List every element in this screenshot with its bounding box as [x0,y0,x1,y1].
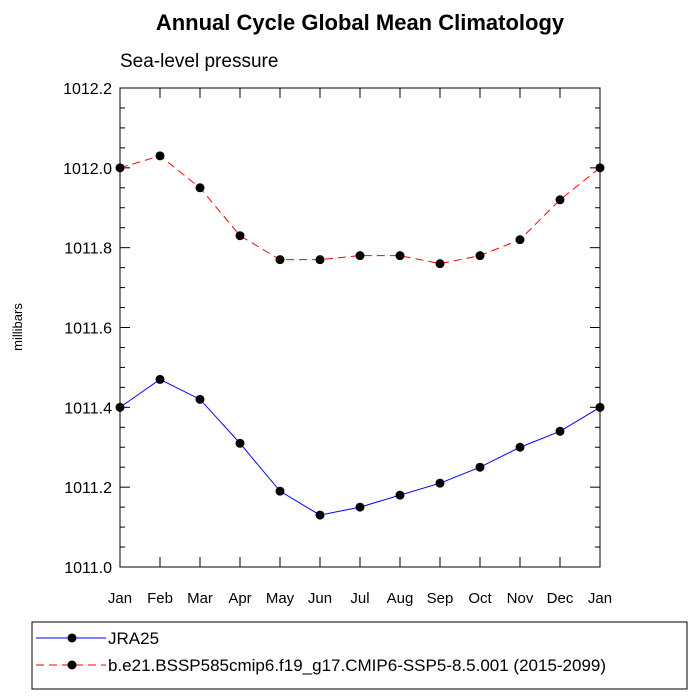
y-tick-label: 1012.0 [63,161,112,178]
series-line-1 [119,155,601,265]
data-point-series-0 [515,442,525,452]
legend-swatch-marker-jra25 [67,633,77,643]
data-point-series-0 [155,374,165,384]
chart-title: Annual Cycle Global Mean Climatology [156,10,565,35]
data-point-series-1 [315,255,325,265]
y-tick-label: 1012.2 [63,81,112,98]
data-point-series-1 [395,251,405,261]
data-point-series-1 [555,195,565,205]
y-tick-label: 1011.2 [64,480,112,497]
x-tick-labels: Jan Feb Mar Apr May Jun Jul Aug Sep Oct Nov Dec Jan [108,590,612,607]
x-tick-label: Sep [427,590,454,607]
series-line-0 [119,378,601,516]
y-tick-labels: 1011.0 1011.2 1011.4 1011.6 1011.8 1012.0 1012… [63,81,112,577]
data-point-series-1 [515,235,525,245]
data-point-series-0 [235,438,245,448]
data-point-series-1 [235,231,245,241]
data-point-series-0 [435,478,445,488]
x-tick-label: May [266,590,295,607]
chart-subtitle: Sea-level pressure [120,51,278,72]
legend-label-model: b.e21.BSSP585cmip6.f19_g17.CMIP6-SSP5-8.… [108,656,606,675]
data-point-series-0 [395,490,405,500]
x-tick-label: Mar [187,590,213,607]
y-tick-label: 1011.0 [64,560,112,577]
x-tick-label: Oct [468,590,492,607]
axis-ticks [119,87,601,568]
x-tick-label: Aug [387,590,414,607]
legend: JRA25 b.e21.BSSP585cmip6.f19_g17.CMIP6-S… [31,621,688,690]
y-axis-label: millibars [10,303,25,351]
y-tick-label: 1011.4 [64,400,112,417]
legend-swatch-marker-model [67,660,77,670]
x-tick-label: Jan [588,590,612,607]
y-tick-label: 1011.6 [64,321,112,338]
data-point-series-1 [155,151,165,161]
data-point-series-0 [315,510,325,520]
plot-frame [119,87,601,568]
data-point-series-1 [435,259,445,269]
data-point-series-1 [195,183,205,193]
x-tick-label: Apr [228,590,251,607]
x-tick-label: Jul [350,590,369,607]
series-layer [115,151,605,520]
data-point-series-1 [275,255,285,265]
data-point-series-0 [355,502,365,512]
legend-label-jra25: JRA25 [108,629,159,648]
data-point-series-0 [195,394,205,404]
x-tick-label: Jun [308,590,332,607]
data-point-series-1 [475,251,485,261]
x-tick-label: Feb [147,590,173,607]
x-tick-label: Jan [108,590,132,607]
x-tick-label: Nov [507,590,534,607]
y-tick-label: 1011.8 [64,241,112,258]
x-tick-label: Dec [547,590,574,607]
data-point-series-0 [555,426,565,436]
data-point-series-0 [275,486,285,496]
data-point-series-0 [475,462,485,472]
legend-box [31,621,688,690]
data-point-series-1 [355,251,365,261]
